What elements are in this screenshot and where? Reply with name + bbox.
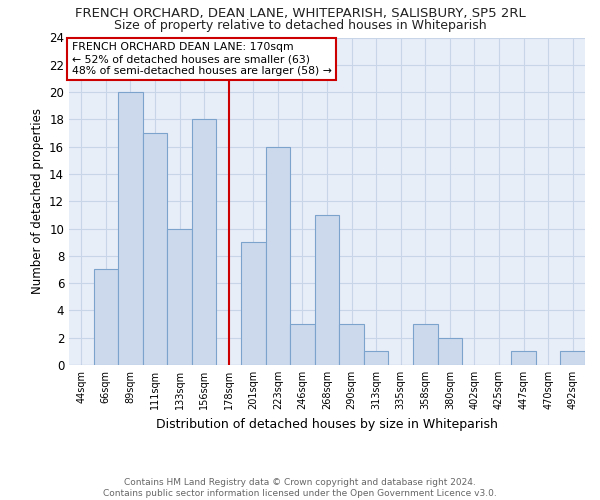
- Bar: [241, 242, 266, 365]
- Bar: [167, 228, 192, 365]
- Bar: [339, 324, 364, 365]
- Bar: [511, 352, 536, 365]
- Text: Size of property relative to detached houses in Whiteparish: Size of property relative to detached ho…: [113, 19, 487, 32]
- Bar: [290, 324, 315, 365]
- Bar: [364, 352, 388, 365]
- Text: Contains HM Land Registry data © Crown copyright and database right 2024.
Contai: Contains HM Land Registry data © Crown c…: [103, 478, 497, 498]
- Bar: [315, 215, 339, 365]
- Bar: [94, 270, 118, 365]
- Text: FRENCH ORCHARD DEAN LANE: 170sqm
← 52% of detached houses are smaller (63)
48% o: FRENCH ORCHARD DEAN LANE: 170sqm ← 52% o…: [71, 42, 331, 76]
- Bar: [118, 92, 143, 365]
- Bar: [413, 324, 437, 365]
- Bar: [266, 146, 290, 365]
- Bar: [560, 352, 585, 365]
- Bar: [437, 338, 462, 365]
- X-axis label: Distribution of detached houses by size in Whiteparish: Distribution of detached houses by size …: [156, 418, 498, 430]
- Text: FRENCH ORCHARD, DEAN LANE, WHITEPARISH, SALISBURY, SP5 2RL: FRENCH ORCHARD, DEAN LANE, WHITEPARISH, …: [74, 8, 526, 20]
- Y-axis label: Number of detached properties: Number of detached properties: [31, 108, 44, 294]
- Bar: [192, 120, 217, 365]
- Bar: [143, 133, 167, 365]
